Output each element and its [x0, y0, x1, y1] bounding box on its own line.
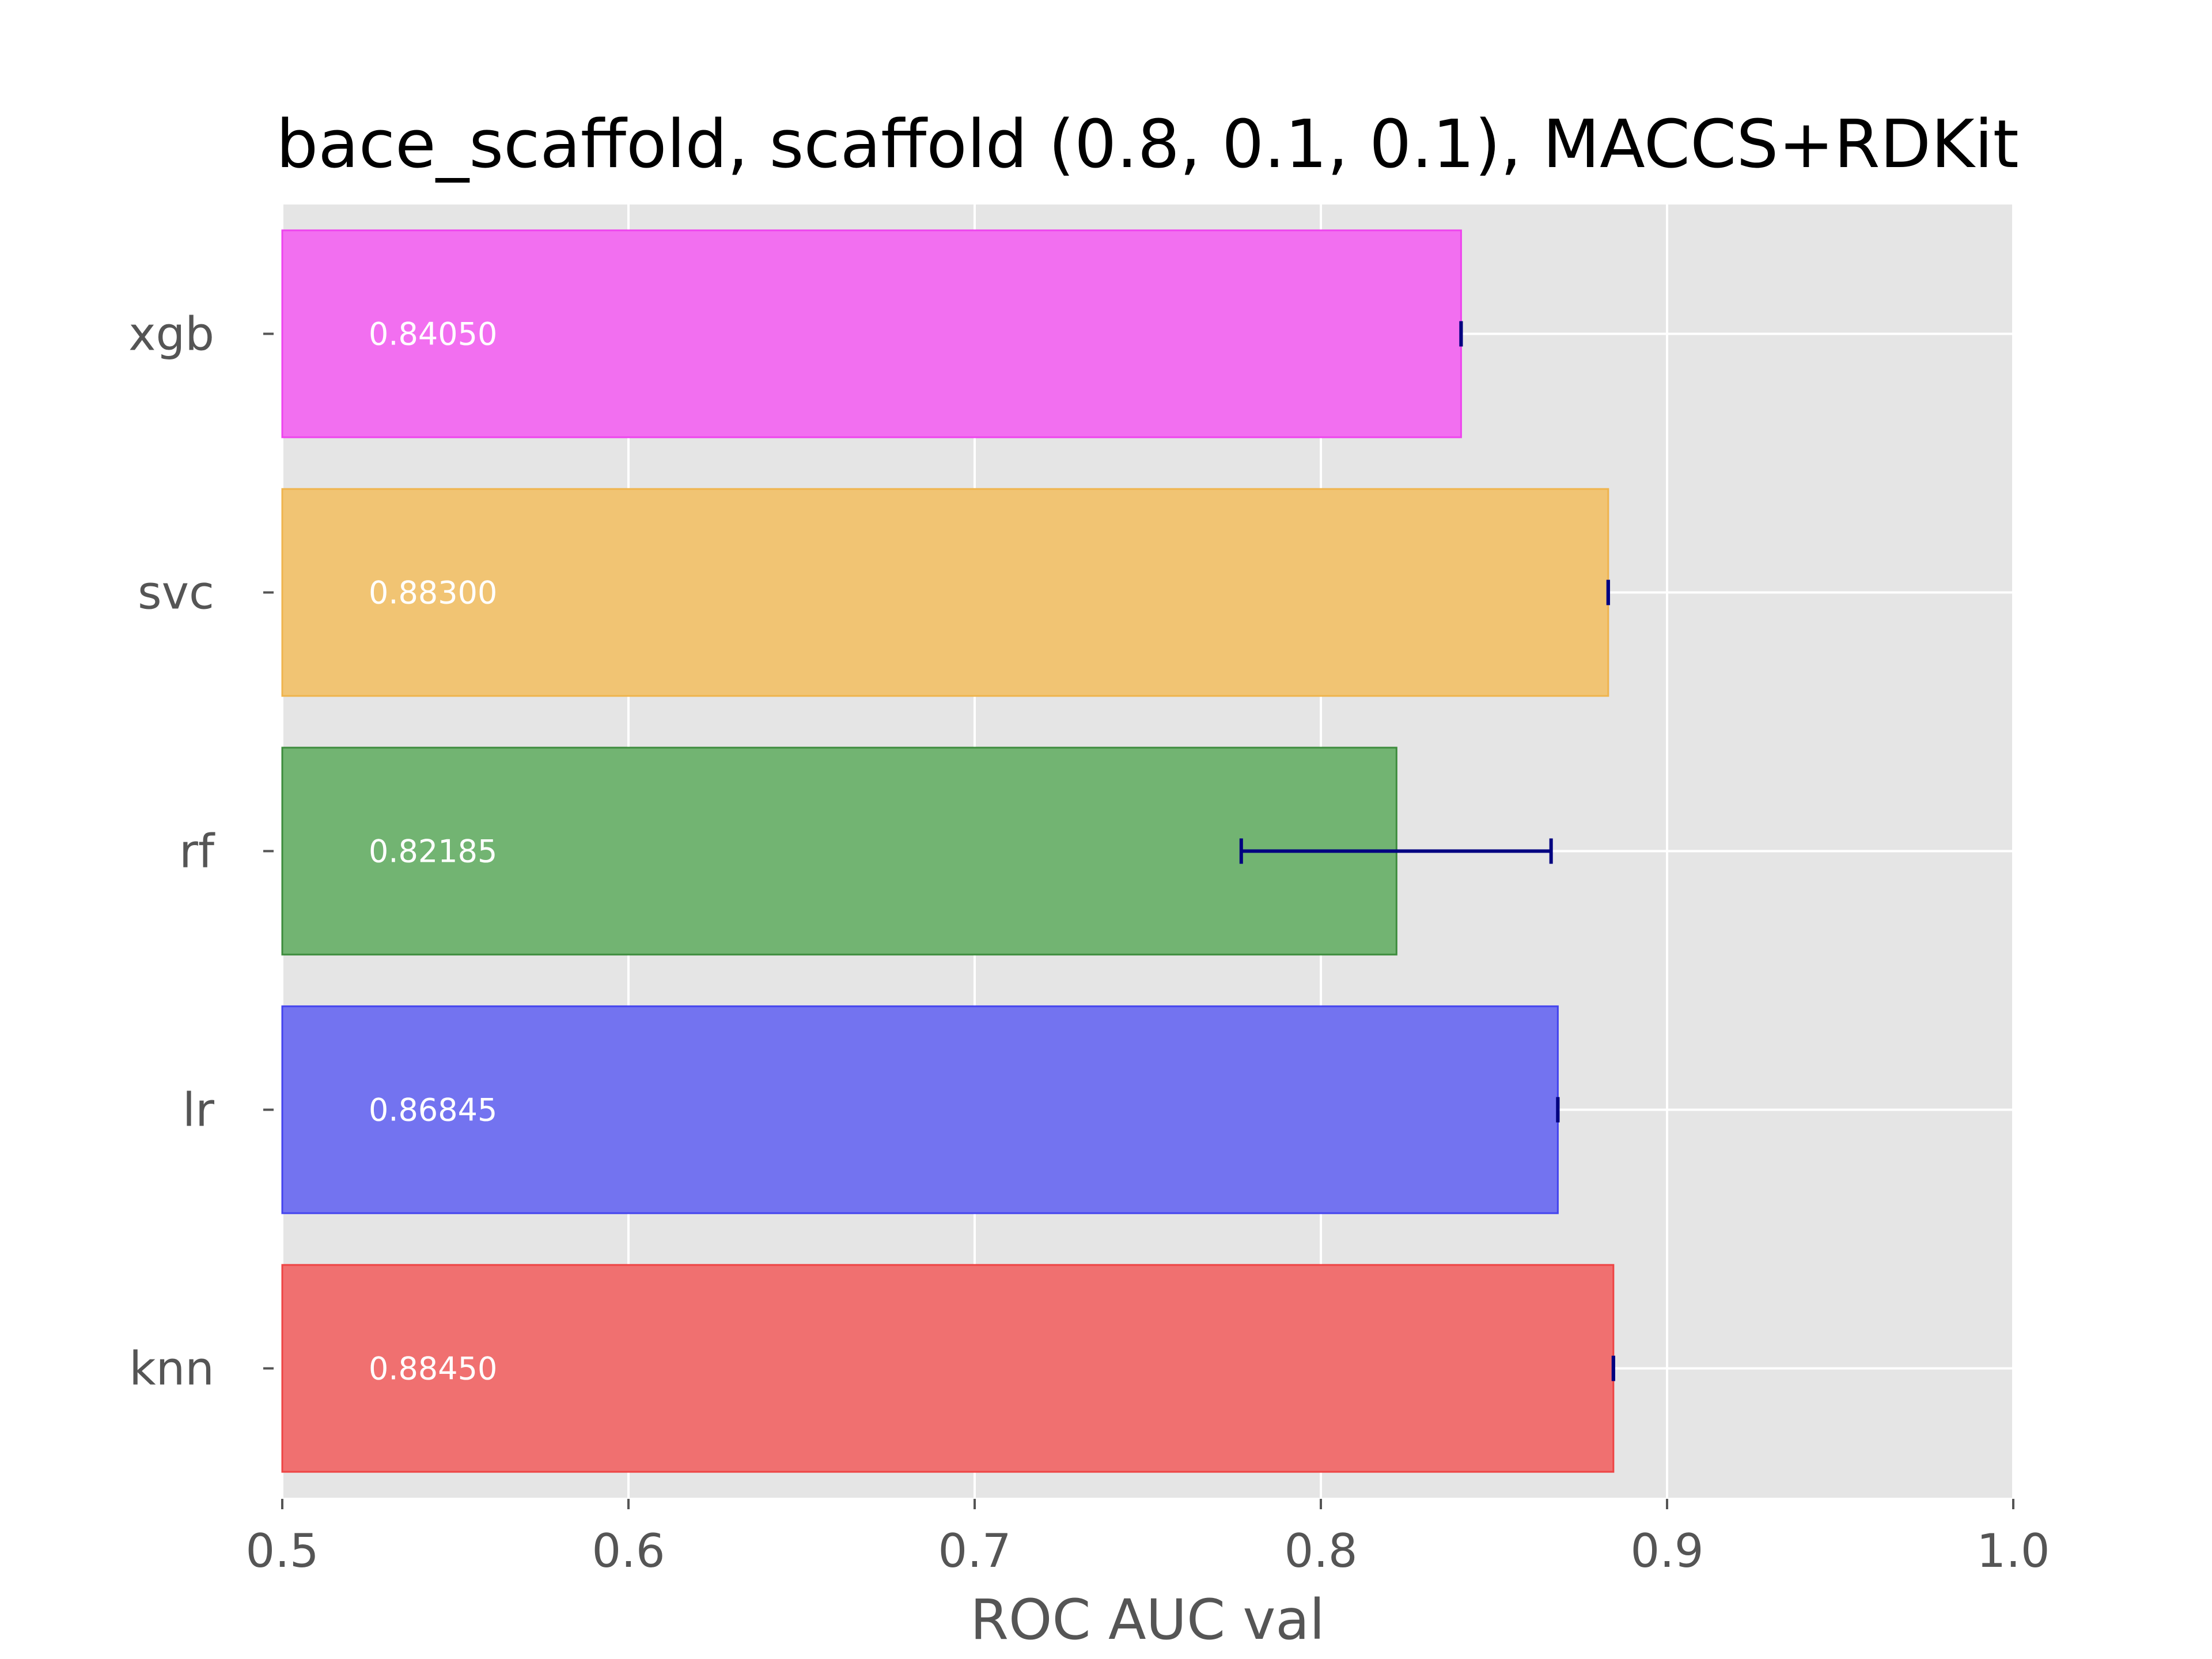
- bar-rf: [281, 747, 1397, 956]
- data-label-lr: 0.86845: [369, 1092, 497, 1128]
- y-tick-label-rf: rf: [179, 825, 215, 878]
- data-label-svc: 0.88300: [369, 575, 497, 611]
- error-bar-rf: [1239, 838, 1553, 864]
- bar-xgb: [281, 229, 1462, 438]
- x-tick-label: 0.7: [938, 1524, 1011, 1578]
- x-tick-label: 0.9: [1630, 1524, 1703, 1578]
- data-label-rf: 0.82185: [369, 834, 497, 870]
- y-tick-label-lr: lr: [183, 1084, 214, 1137]
- y-axis: knn lr rf svc xgb: [128, 308, 274, 1396]
- x-axis-label: ROC AUC val: [970, 1588, 1325, 1652]
- data-label-xgb: 0.84050: [369, 316, 497, 353]
- x-tick-label: 0.5: [245, 1524, 319, 1578]
- bar-knn: [281, 1264, 1615, 1473]
- y-tick-label-knn: knn: [129, 1342, 214, 1396]
- data-label-knn: 0.88450: [369, 1351, 497, 1387]
- x-axis: 0.5 0.6 0.7 0.8 0.9 1.0: [245, 1499, 2050, 1578]
- data-labels: 0.88450 0.86845 0.82185 0.88300 0.84050: [369, 316, 497, 1387]
- error-bars: [1239, 321, 1615, 1381]
- y-tick-label-svc: svc: [138, 566, 214, 620]
- x-tick-label: 1.0: [1976, 1524, 2050, 1578]
- x-tick-label: 0.6: [592, 1524, 665, 1578]
- chart-title: bace_scaffold, scaffold (0.8, 0.1, 0.1),…: [276, 106, 2018, 183]
- y-tick-label-xgb: xgb: [128, 308, 214, 361]
- bars: [281, 229, 1615, 1473]
- x-tick-label: 0.8: [1284, 1524, 1357, 1578]
